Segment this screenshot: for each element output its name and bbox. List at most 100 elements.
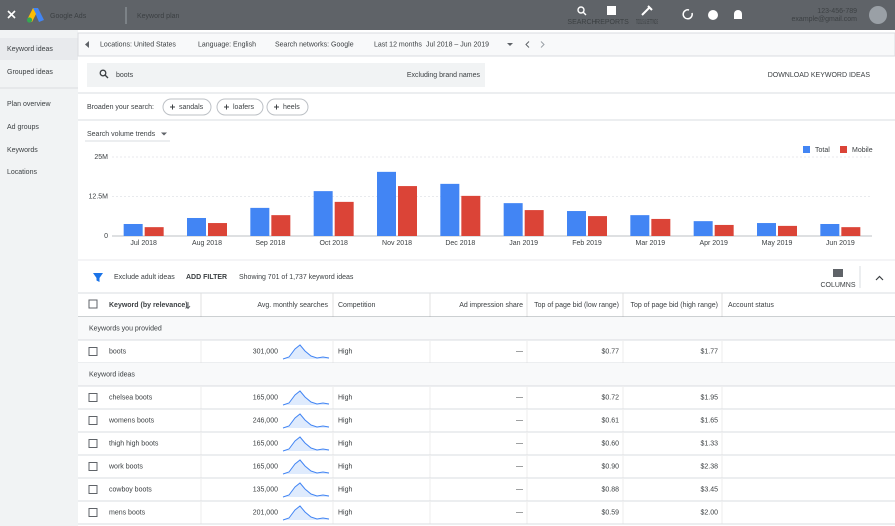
column-header[interactable]: Ad impression share	[459, 302, 523, 309]
period-prev[interactable]	[525, 41, 530, 48]
broaden-chip[interactable]	[266, 98, 309, 116]
bar	[714, 224, 734, 236]
reports-icon[interactable]	[607, 6, 616, 15]
notifications-icon[interactable]	[734, 10, 742, 19]
bar	[461, 195, 481, 236]
checkbox[interactable]	[88, 439, 98, 448]
column-header[interactable]: Keyword (by relevance)	[109, 302, 188, 309]
sidebar-item[interactable]: Grouped ideas	[7, 69, 53, 76]
table-cell: $0.90	[601, 463, 619, 470]
x-tick-label: Jan 2019	[509, 240, 538, 247]
bar	[313, 191, 333, 236]
avatar[interactable]	[869, 6, 887, 24]
sidebar-selected	[0, 38, 78, 60]
x-tick-label: Feb 2019	[572, 240, 602, 247]
table-cell: High	[338, 348, 353, 355]
bar	[567, 211, 586, 236]
period-dropdown[interactable]	[507, 43, 513, 46]
sidebar-item[interactable]: Keywords	[7, 147, 38, 154]
table-cell: $1.77	[700, 348, 718, 355]
group-row	[78, 317, 895, 340]
table-cell[interactable]: womens boots	[108, 417, 155, 424]
x-tick-label: Apr 2019	[699, 240, 728, 247]
column-header[interactable]: Competition	[338, 302, 375, 309]
add-filter[interactable]: ADD FILTER	[186, 274, 227, 281]
sidebar-item[interactable]: Keyword ideas	[7, 46, 53, 53]
sidebar-item[interactable]: Plan overview	[7, 101, 52, 108]
bar	[334, 201, 354, 236]
checkbox[interactable]	[88, 508, 98, 517]
search-icon[interactable]	[577, 6, 585, 14]
table-cell: —	[516, 486, 523, 493]
table-cell[interactable]: chelsea boots	[109, 394, 153, 401]
sidebar-item[interactable]: Locations	[7, 169, 37, 176]
column-header[interactable]: Account status	[728, 302, 774, 309]
filter-period[interactable]: Jul 2018 – Jun 2019	[426, 41, 489, 48]
table-cell: High	[338, 463, 353, 470]
filter-chip[interactable]: Exclude adult ideas	[114, 274, 175, 281]
collapse-icon[interactable]	[85, 41, 89, 48]
search-query: boots	[116, 72, 134, 79]
checkbox[interactable]	[88, 347, 98, 356]
filter-icon[interactable]	[93, 273, 103, 282]
table-cell: $2.00	[700, 509, 718, 516]
columns-icon[interactable]	[833, 269, 843, 277]
column-header[interactable]: Avg. monthly searches	[257, 302, 328, 309]
table-cell[interactable]: boots	[109, 348, 127, 355]
table-cell[interactable]: mens boots	[109, 509, 146, 516]
period-next[interactable]	[540, 41, 545, 48]
keyword-count: Showing 701 of 1,737 keyword ideas	[239, 274, 354, 281]
checkbox[interactable]	[88, 299, 98, 309]
checkbox[interactable]	[88, 416, 98, 425]
bar	[630, 215, 650, 236]
legend-label: Total	[815, 147, 830, 154]
column-header[interactable]: Top of page bid (high range)	[630, 302, 718, 309]
table-cell[interactable]: cowboy boots	[109, 486, 152, 493]
group-title: Keywords you provided	[89, 325, 162, 332]
table-cell: 246,000	[253, 417, 278, 424]
checkbox[interactable]	[88, 462, 98, 471]
bar	[144, 227, 164, 236]
table-cell: High	[338, 509, 353, 516]
table-cell: $0.60	[601, 440, 619, 447]
filter-locations[interactable]: Locations: United States	[100, 41, 176, 48]
checkbox[interactable]	[88, 393, 98, 402]
broaden-chip[interactable]	[162, 98, 212, 116]
table-cell[interactable]: thigh high boots	[109, 440, 159, 447]
table-cell: —	[516, 394, 523, 401]
download-button[interactable]: DOWNLOAD KEYWORD IDEAS	[768, 72, 871, 79]
sparkline	[282, 459, 330, 475]
y-tick-label: 12.5M	[89, 193, 109, 200]
collapse-table[interactable]	[875, 275, 884, 281]
bar	[377, 171, 396, 236]
refresh-icon[interactable]	[682, 9, 693, 20]
bar	[250, 207, 270, 236]
filter-language[interactable]: Language: English	[198, 41, 256, 48]
filter-networks[interactable]: Search networks: Google	[275, 41, 354, 48]
sparkline	[282, 390, 330, 406]
bar	[588, 216, 607, 236]
column-header[interactable]: Top of page bid (low range)	[534, 302, 619, 309]
ads-logo-blue	[33, 8, 44, 22]
bar	[187, 217, 206, 236]
table-cell: 165,000	[253, 463, 278, 470]
table-cell: 165,000	[253, 394, 278, 401]
bar	[651, 218, 671, 236]
tools-icon[interactable]	[641, 5, 653, 16]
sparkline	[282, 436, 330, 452]
help-icon[interactable]	[708, 10, 718, 20]
close-icon[interactable]	[7, 10, 16, 19]
filter-bar	[77, 32, 895, 57]
broaden-chip[interactable]	[216, 98, 264, 116]
table-cell: —	[516, 463, 523, 470]
table-cell[interactable]: work boots	[108, 463, 143, 470]
search-box[interactable]	[87, 63, 485, 87]
sidebar-item[interactable]: Ad groups	[7, 124, 39, 131]
chart-title[interactable]: Search volume trends	[87, 131, 156, 138]
table-cell: 201,000	[253, 509, 278, 516]
checkbox[interactable]	[88, 485, 98, 494]
y-tick-label: 25M	[94, 154, 108, 161]
chip-plus	[274, 104, 279, 110]
search-box-icon	[99, 69, 107, 77]
chip-label: heels	[283, 104, 300, 111]
